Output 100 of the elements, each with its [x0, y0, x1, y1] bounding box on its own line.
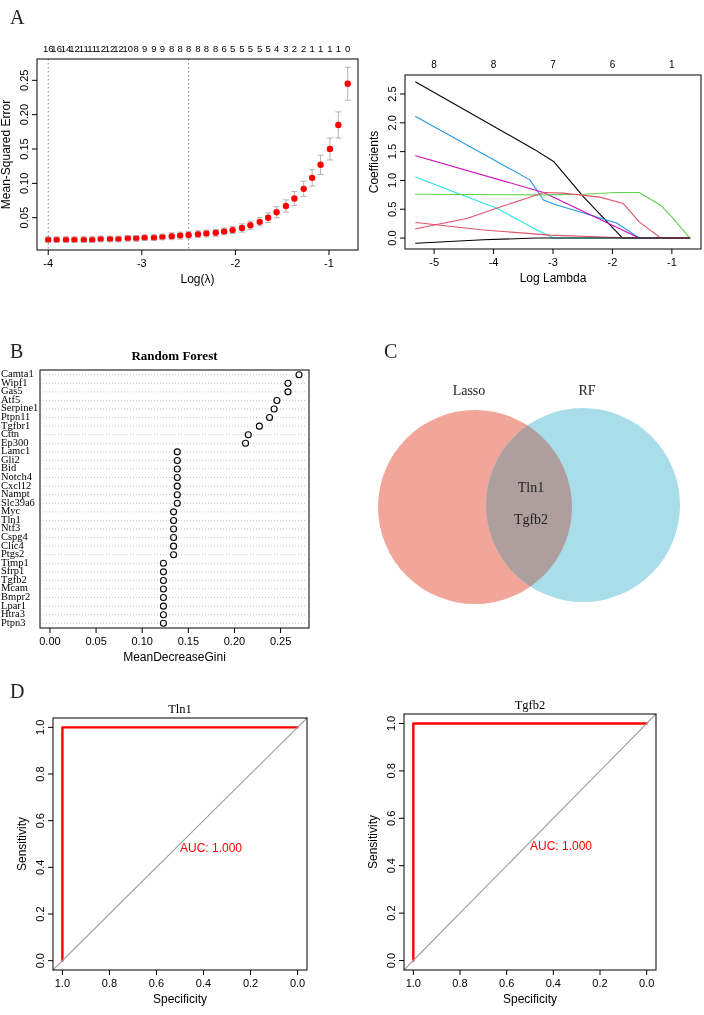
y-tick-label: 0.15	[18, 138, 30, 160]
y-tick-label: 2.0	[386, 115, 398, 131]
x-tick-label: 0.00	[39, 635, 61, 647]
text: 8	[431, 59, 438, 70]
chart-title: Tgfb2	[514, 698, 546, 712]
y-tick-label: Ntf3	[1, 522, 21, 534]
x-tick-label: -1	[324, 257, 334, 269]
text: 7	[550, 59, 557, 70]
y-tick-label: 0.05	[18, 207, 30, 229]
text: 3	[283, 43, 289, 54]
y-axis-title: Sensitivity	[15, 816, 29, 872]
x-tick-label: 0.20	[223, 635, 246, 647]
annotation: AUC: 1.000	[530, 838, 593, 853]
text: 8	[195, 43, 201, 54]
text: 9	[141, 43, 148, 54]
x-tick-label: 0.4	[545, 977, 561, 989]
category-label: RF	[578, 383, 596, 398]
text: 5	[247, 43, 254, 54]
text: 5	[265, 43, 271, 54]
text: B	[10, 340, 24, 362]
text: 1	[335, 43, 341, 54]
y-tick-label: Gli2	[1, 453, 20, 465]
x-tick-label: 0.15	[177, 635, 200, 647]
text: 8	[169, 43, 175, 54]
x-axis-title: MeanDecreaseGini	[123, 650, 226, 664]
y-tick-label: 0.2	[385, 905, 397, 921]
text: 4	[273, 43, 280, 54]
text: 11	[87, 43, 98, 54]
y-tick-label: 0.6	[385, 810, 397, 826]
text: 8	[490, 59, 497, 70]
y-axis-title: Sensitivity	[366, 814, 380, 870]
y-tick-label: Ptpn3	[1, 616, 26, 628]
y-tick-label: Atf5	[1, 393, 21, 405]
y-tick-label: 0.4	[385, 858, 397, 874]
y-tick-label: 1.5	[386, 143, 398, 160]
x-tick-label: -4	[43, 257, 54, 269]
text: 11	[78, 43, 89, 54]
text: 5	[257, 43, 263, 54]
x-tick-label: 0.2	[592, 977, 608, 989]
text: 12	[69, 43, 80, 54]
y-tick-label: 0.5	[386, 201, 398, 217]
text: 8	[213, 43, 219, 54]
annotation: AUC: 1.000	[180, 840, 243, 855]
text: D	[10, 680, 25, 702]
text: 8	[133, 43, 139, 54]
text: 10	[122, 43, 134, 54]
y-tick-label: 2.5	[386, 86, 398, 102]
y-tick-label: 0.10	[18, 172, 30, 195]
x-tick-label: 0.25	[269, 635, 292, 647]
text: 6	[609, 59, 616, 70]
y-tick-label: 1.0	[34, 719, 46, 735]
text: 12	[104, 43, 116, 54]
text: C	[384, 340, 398, 362]
x-tick-label: 0.4	[195, 977, 212, 989]
text: 9	[151, 43, 157, 54]
text: Tgfb2	[513, 512, 549, 527]
x-axis-title: Specificity	[502, 992, 558, 1006]
text: 9	[159, 43, 166, 54]
x-tick-label: -4	[488, 256, 499, 268]
x-tick-label: 0.10	[131, 635, 153, 647]
y-tick-label: 0.6	[34, 813, 46, 829]
text: 1	[317, 43, 324, 54]
x-axis-title: Specificity	[152, 992, 208, 1006]
x-tick-label: 0.05	[85, 635, 107, 647]
y-tick-label: 0.0	[385, 952, 397, 969]
x-tick-label: 0.8	[101, 977, 118, 989]
x-tick-label: 0.8	[452, 977, 468, 989]
x-axis-title: Log Lambda	[519, 271, 587, 285]
x-tick-label: -2	[607, 256, 618, 268]
y-tick-label: 0.0	[386, 230, 398, 246]
x-tick-label: 1.0	[54, 977, 71, 989]
x-tick-label: -2	[230, 257, 241, 269]
text: 0	[345, 43, 351, 54]
x-axis-title: Log(λ)	[180, 272, 215, 286]
x-tick-label: 0.6	[148, 977, 165, 989]
text: 5	[229, 43, 236, 54]
x-tick-label: 1.0	[405, 977, 421, 989]
text: 12	[95, 43, 106, 54]
text: 16	[51, 43, 62, 54]
category-label: Lasso	[452, 383, 486, 398]
text: 8	[203, 43, 210, 54]
text: 6	[221, 43, 227, 54]
y-tick-label: 1.0	[386, 172, 398, 189]
y-tick-label: 0.8	[34, 766, 46, 782]
y-tick-label: Cxcl12	[1, 479, 32, 491]
text: 1	[327, 43, 333, 54]
y-tick-label: 0.2	[34, 906, 46, 922]
x-tick-label: -3	[136, 257, 147, 269]
text: 2	[301, 43, 307, 54]
y-axis-title: Mean-Squared Error	[0, 99, 13, 210]
x-tick-label: -1	[666, 256, 677, 268]
y-tick-label: 1.0	[385, 715, 397, 732]
y-tick-label: 0.25	[18, 69, 30, 92]
x-tick-label: -5	[429, 256, 440, 268]
text: 1	[309, 43, 315, 54]
y-tick-label: Sfrp1	[1, 565, 25, 577]
y-tick-label: Ep300	[1, 436, 29, 448]
text: Tln1	[517, 480, 545, 495]
x-tick-label: 0.0	[289, 977, 306, 989]
text: 2	[291, 43, 298, 54]
